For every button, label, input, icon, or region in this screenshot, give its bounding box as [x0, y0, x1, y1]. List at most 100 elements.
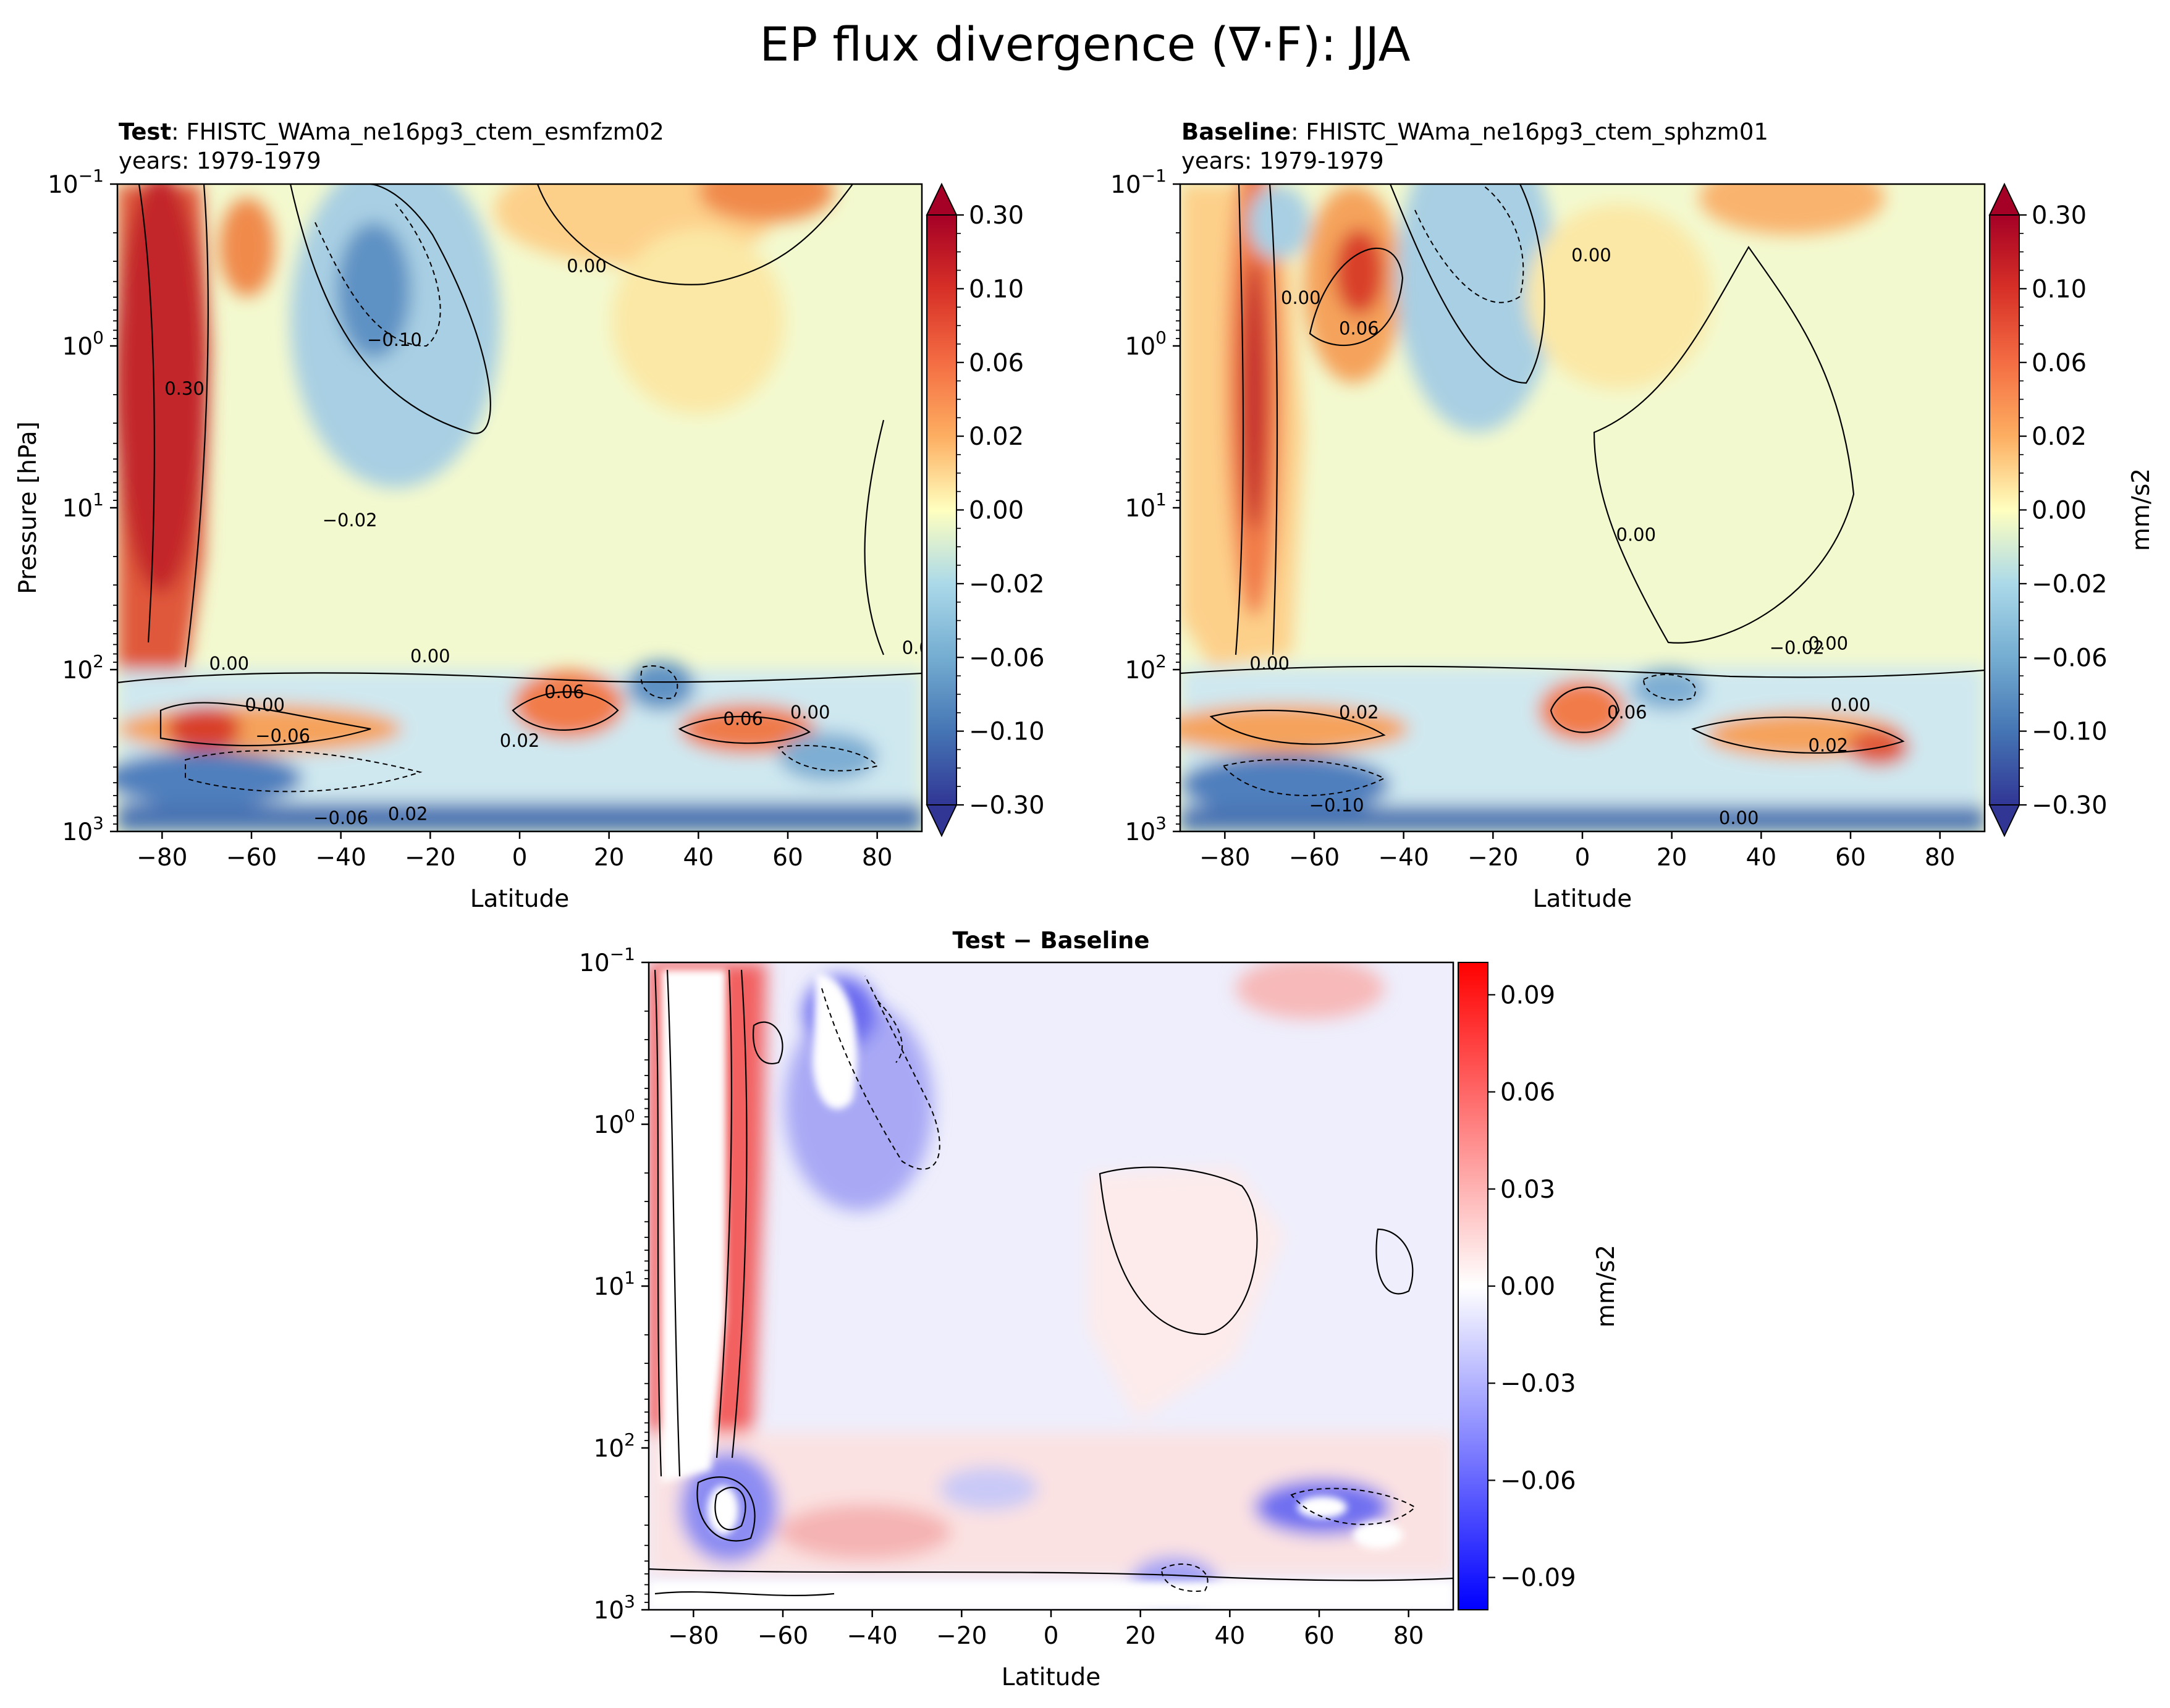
difference-panel-title: Test − Baseline: [953, 927, 1150, 954]
y-tick-label: 100: [1125, 327, 1167, 361]
test-x-ticks: −80 −60 −40 −20 0 20 40 60 80: [137, 831, 892, 872]
contour-label: 0.00: [410, 646, 450, 667]
colorbar-tick-label: 0.30: [2032, 201, 2087, 230]
colorbar-tick-label: 0.06: [1500, 1079, 1555, 1107]
contour-label: 0.30: [164, 378, 205, 399]
test-panel-title: Test: FHISTC_WAma_ne16pg3_ctem_esmfzm02: [119, 119, 664, 145]
x-tick-label: −60: [1289, 844, 1340, 872]
contour-label: −0.06: [313, 807, 368, 828]
difference-contour-field: [649, 962, 1453, 1610]
y-tick-label: 100: [62, 327, 104, 361]
baseline-contour-field: 0.000.060.000.000.000.02 0.06−0.020.000.0…: [1180, 184, 1985, 831]
colorbar-tick-label: 0.10: [969, 275, 1024, 303]
colorbar-tick-label: 0.09: [1500, 981, 1555, 1009]
x-tick-label: −80: [1199, 844, 1250, 872]
baseline-panel-title: Baseline: FHISTC_WAma_ne16pg3_ctem_sphzm…: [1181, 119, 1768, 145]
baseline-colorbar-extend-min: [1988, 804, 2020, 838]
colorbar-tick-label: 0.02: [2032, 423, 2087, 451]
contour-label: 0.06: [1339, 318, 1379, 339]
colorbar-tick-label: 0.00: [2032, 497, 2087, 525]
x-tick-label: −40: [1378, 844, 1429, 872]
baseline-title-bold: Baseline: [1181, 119, 1291, 145]
contour-label: 0.02: [1339, 702, 1379, 723]
colorbar-tick-label: −0.06: [969, 644, 1045, 672]
x-tick-label: 80: [862, 844, 893, 872]
test-title-text: : FHISTC_WAma_ne16pg3_ctem_esmfzm02: [171, 119, 664, 145]
test-colorbar-extend-min: [926, 804, 958, 838]
x-tick-label: 20: [1125, 1622, 1156, 1650]
x-tick-label: 60: [772, 844, 803, 872]
x-tick-label: 0: [1575, 844, 1590, 872]
x-tick-label: 40: [1746, 844, 1777, 872]
contour-label: 0.00: [1719, 807, 1759, 828]
x-tick-label: −80: [668, 1622, 719, 1650]
x-tick-label: 60: [1304, 1622, 1335, 1650]
test-contour-labels: 0.30 0.00 −0.10 −0.02 0.00 0.00 0.00 −0.06 0.06 0…: [164, 256, 942, 828]
contour-label: 0.06: [1607, 702, 1647, 723]
colorbar-tick-label: 0.02: [969, 423, 1024, 451]
colorbar-tick-label: 0.06: [969, 349, 1024, 377]
colorbar-tick-label: −0.30: [969, 791, 1045, 820]
x-tick-label: −60: [758, 1622, 808, 1650]
y-tick-label: 102: [62, 651, 104, 684]
contour-label: −0.10: [367, 329, 422, 350]
x-tick-label: −20: [1467, 844, 1518, 872]
colorbar-tick-label: 0.30: [969, 201, 1024, 230]
difference-panel: Test − Baseline: [579, 927, 1620, 1691]
y-tick-label: 10−1: [1110, 166, 1167, 199]
colorbar-tick-label: 0.10: [2032, 275, 2087, 303]
colorbar-tick-label: 0.00: [969, 497, 1024, 525]
colorbar-tick-label: −0.03: [1500, 1369, 1576, 1398]
contour-label: 0.00: [1809, 633, 1849, 654]
x-tick-label: −80: [137, 844, 187, 872]
contour-label: 0.02: [500, 730, 540, 751]
test-colorbar-extend-max: [926, 182, 958, 216]
y-tick-label: 100: [594, 1106, 635, 1139]
x-tick-label: 0: [1044, 1622, 1059, 1650]
figure-title: EP flux divergence (∇·F): JJA: [759, 17, 1410, 72]
contour-label: 0.00: [209, 653, 250, 674]
contour-label: 0.06: [544, 681, 585, 702]
contour-label: −0.06: [255, 725, 310, 746]
x-tick-label: −40: [847, 1622, 898, 1650]
y-tick-label: 102: [1125, 651, 1167, 684]
difference-y-ticks: 10−1 100 101 102 103: [579, 944, 649, 1625]
colorbar-tick-label: −0.02: [969, 570, 1045, 599]
baseline-contour-labels: 0.000.060.000.000.000.02 0.06−0.020.000.0…: [1249, 245, 1870, 828]
colorbar-tick-label: −0.09: [1500, 1564, 1576, 1592]
contour-label: 0.00: [1616, 524, 1657, 545]
y-tick-label: 103: [594, 1591, 635, 1625]
contour-label: 0.02: [1809, 734, 1849, 755]
baseline-y-ticks: 10−1 100 101 102 103: [1110, 166, 1180, 846]
contour-label: 0.00: [567, 256, 607, 277]
baseline-colorbar-label: mm/s2: [2127, 468, 2155, 551]
x-tick-label: 40: [1215, 1622, 1246, 1650]
contour-label: −0.10: [1309, 794, 1364, 815]
colorbar-tick-label: −0.10: [969, 718, 1045, 746]
x-tick-label: 60: [1835, 844, 1866, 872]
y-tick-label: 10−1: [48, 166, 104, 199]
colorbar-tick-label: 0.06: [2032, 349, 2087, 377]
contour-label: 0.00: [1249, 653, 1290, 674]
difference-x-ticks: −80 −60 −40 −20 0 20 40 60 80: [668, 1610, 1424, 1650]
colorbar-tick-label: 0.00: [1500, 1273, 1555, 1301]
contour-label: 0.06: [723, 709, 763, 730]
contour-label: −0.02: [323, 510, 378, 531]
baseline-colorbar: −0.30 −0.10 −0.06 −0.02 0.00 0.02 0.06 0.10 0.30…: [1988, 182, 2155, 838]
x-tick-label: 40: [683, 844, 714, 872]
colorbar-tick-label: −0.30: [2032, 791, 2108, 820]
y-tick-label: 101: [594, 1268, 635, 1301]
contour-label: 0.00: [902, 637, 942, 658]
test-colorbar: −0.30 −0.10 −0.06 −0.02 0.00 0.02 0.06 0.10 0.30: [926, 182, 1045, 838]
y-tick-label: 10−1: [579, 944, 635, 977]
colorbar-tick-label: −0.06: [2032, 644, 2108, 672]
test-xlabel: Latitude: [470, 885, 570, 913]
x-tick-label: −20: [936, 1622, 987, 1650]
difference-colorbar: −0.09 −0.06 −0.03 0.00 0.03 0.06 0.09 mm/s2: [1458, 962, 1620, 1610]
colorbar-tick-label: −0.02: [2032, 570, 2108, 599]
baseline-years: years: 1979-1979: [1181, 148, 1384, 174]
colorbar-tick-label: −0.06: [1500, 1466, 1576, 1495]
test-y-ticks: 10−1 100 101 102 103: [48, 166, 117, 846]
test-contour-field: 0.30 0.00 −0.10 −0.02 0.00 0.00 0.00 −0.06 0.06 0…: [117, 184, 942, 831]
